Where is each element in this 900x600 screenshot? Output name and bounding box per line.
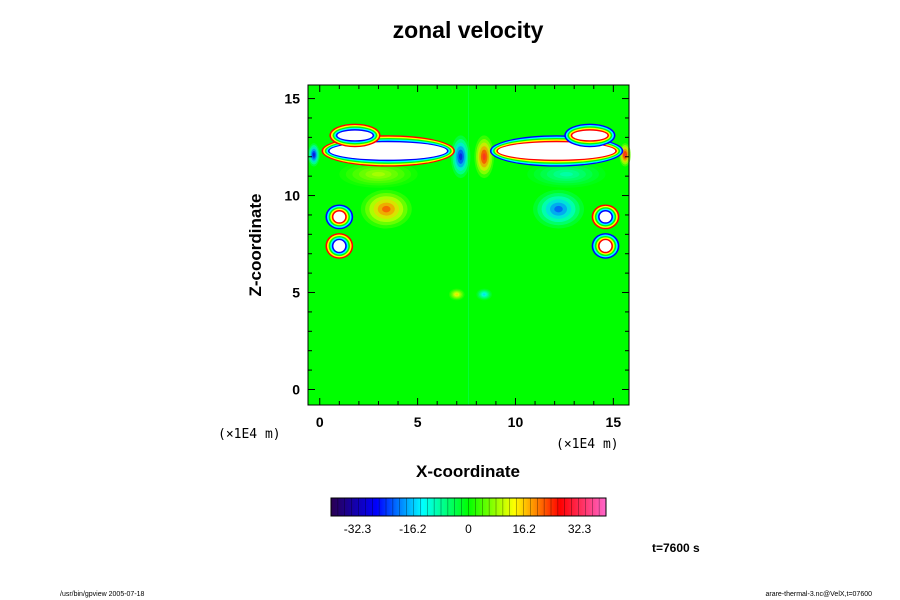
colorbar-tick-label: 0 (465, 522, 472, 536)
chart-title: zonal velocity (393, 17, 544, 43)
x-tick-label: 10 (508, 414, 524, 430)
field-feature-2 (459, 153, 463, 161)
time-label: t=7600 s (652, 541, 700, 555)
footer-right: arare-thermal-3.nc@VelX,t=07600 (765, 591, 872, 598)
x-axis-ticks: 0 5 10 15 (316, 85, 621, 430)
field-feature-8 (312, 152, 315, 157)
field-feature-0 (382, 205, 391, 213)
x-axis-label: X-coordinate (416, 462, 520, 481)
saturated-core-7 (599, 211, 612, 223)
saturated-core-5 (599, 240, 612, 252)
field-feature-11 (482, 293, 486, 296)
footer-left: /usr/bin/gpview 2005-07-18 (60, 591, 145, 598)
y-tick-label: 15 (284, 91, 300, 107)
y-axis-label: Z-coordinate (246, 194, 265, 297)
y-tick-label: 10 (284, 188, 300, 204)
colorbar-tick-label: 32.3 (568, 522, 592, 536)
colorbar-tick-label: 16.2 (513, 522, 537, 536)
colorbar-tick-label: -16.2 (399, 522, 427, 536)
saturated-core-6 (333, 211, 346, 223)
field-feature-3 (482, 153, 486, 161)
y-tick-label: 0 (292, 381, 300, 397)
field-feature-12 (371, 171, 385, 177)
saturated-core-4 (333, 240, 346, 252)
saturated-core-2 (337, 130, 373, 141)
colorbar: -32.3 -16.2 0 16.2 32.3 (330, 497, 607, 536)
x-tick-label: 5 (414, 414, 422, 430)
colorbar-tick-label: -32.3 (344, 522, 372, 536)
heatmap-field (308, 85, 631, 405)
field-feature-9 (624, 152, 627, 157)
y-axis-ticks: 0 5 10 15 (284, 91, 629, 397)
plot-frame (307, 84, 630, 406)
x-tick-label: 0 (316, 414, 324, 430)
x-tick-label: 15 (606, 414, 622, 430)
field-feature-13 (559, 171, 573, 177)
field-feature-10 (455, 293, 459, 296)
field-feature-1 (554, 205, 563, 213)
x-unit-right: (×1E4 m) (556, 437, 619, 452)
colorbar-ticks: -32.3 -16.2 0 16.2 32.3 (344, 522, 592, 536)
colorbar-level-lines (337, 498, 600, 516)
x-unit-left: (×1E4 m) (218, 427, 281, 442)
y-tick-label: 5 (292, 285, 300, 301)
saturated-core-3 (572, 130, 608, 141)
